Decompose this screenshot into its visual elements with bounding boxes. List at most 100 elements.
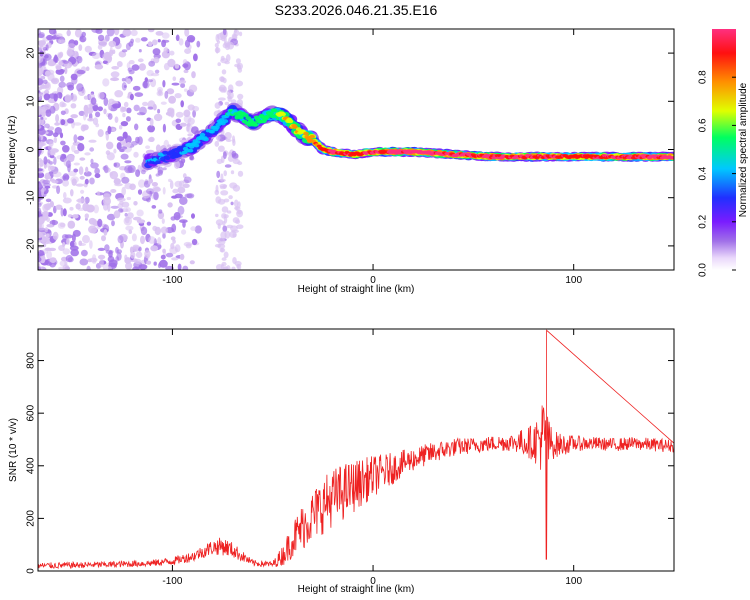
heatmap-noise-blob bbox=[218, 145, 225, 152]
heatmap-noise-blob bbox=[216, 170, 221, 179]
heatmap-noise-blob bbox=[73, 162, 81, 166]
heatmap-noise-blob bbox=[230, 170, 235, 175]
heatmap-noise-blob bbox=[48, 203, 52, 208]
heatmap-noise-blob bbox=[126, 142, 131, 148]
heatmap-noise-blob bbox=[134, 258, 142, 265]
heatmap-noise-blob bbox=[66, 48, 74, 57]
heatmap-noise-blob bbox=[103, 108, 107, 115]
heatmap-noise-blob bbox=[193, 53, 198, 62]
heatmap-noise-blob bbox=[60, 110, 66, 116]
heatmap-noise-blob bbox=[189, 156, 195, 161]
heatmap-noise-blob bbox=[115, 246, 119, 254]
heatmap-noise-blob bbox=[52, 171, 62, 178]
heatmap-noise-blob bbox=[76, 83, 84, 92]
heatmap-ridge-cell bbox=[238, 115, 244, 119]
heatmap-noise-blob bbox=[60, 207, 64, 217]
colorbar-ticks: 0.0 0.2 0.4 0.6 0.8 bbox=[698, 70, 736, 277]
y-tick-label: 200 bbox=[26, 510, 37, 527]
heatmap-noise-blob bbox=[237, 170, 244, 177]
heatmap-noise-blob bbox=[116, 136, 125, 142]
heatmap-noise-blob bbox=[38, 55, 44, 64]
heatmap-noise-blob bbox=[232, 138, 236, 147]
heatmap-noise-blob bbox=[78, 166, 84, 175]
heatmap-noise-blob bbox=[183, 109, 191, 118]
heatmap-noise-blob bbox=[108, 259, 118, 268]
heatmap-noise-blob bbox=[99, 258, 104, 268]
heatmap-noise-blob bbox=[55, 204, 63, 210]
heatmap-noise-blob bbox=[97, 92, 105, 100]
heatmap-noise-blob bbox=[41, 187, 45, 197]
y-tick-label: 400 bbox=[26, 457, 37, 474]
heatmap-noise-blob bbox=[114, 116, 119, 123]
heatmap-noise-blob bbox=[97, 34, 105, 42]
heatmap-noise-blob bbox=[113, 210, 121, 219]
heatmap-noise-blob bbox=[38, 157, 42, 162]
heatmap-noise-blob bbox=[97, 218, 103, 228]
heatmap-noise-blob bbox=[47, 159, 51, 164]
heatmap-noise-blob bbox=[147, 125, 156, 133]
heatmap-noise-blob bbox=[44, 175, 52, 180]
heatmap-noise-blob bbox=[84, 152, 91, 156]
heatmap-noise-blob bbox=[136, 209, 144, 217]
heatmap-noise-blob bbox=[218, 97, 226, 101]
heatmap-noise-blob bbox=[148, 29, 155, 33]
heatmap-noise-blob bbox=[124, 254, 128, 261]
heatmap-noise-blob bbox=[133, 151, 139, 158]
heatmap-noise-blob bbox=[124, 165, 133, 174]
heatmap-noise-blob bbox=[181, 229, 187, 235]
spectrogram-x-ticks: -100 0 100 bbox=[162, 29, 582, 286]
heatmap-noise-blob bbox=[45, 198, 52, 203]
heatmap-noise-blob bbox=[84, 196, 90, 204]
heatmap-noise-blob bbox=[125, 225, 134, 231]
heatmap-noise-blob bbox=[220, 248, 224, 253]
heatmap-noise-blob bbox=[113, 178, 122, 185]
heatmap-noise-blob bbox=[87, 117, 94, 122]
heatmap-noise-blob bbox=[122, 131, 128, 139]
heatmap-noise-blob bbox=[116, 61, 123, 68]
heatmap-noise-blob bbox=[126, 62, 131, 69]
heatmap-noise-blob bbox=[174, 93, 182, 99]
heatmap-noise-blob bbox=[73, 122, 82, 126]
heatmap-noise-blob bbox=[69, 245, 79, 251]
heatmap-noise-blob bbox=[151, 182, 158, 187]
heatmap-noise-blob bbox=[75, 183, 84, 187]
heatmap-noise-blob bbox=[180, 158, 186, 164]
heatmap-noise-blob bbox=[121, 49, 128, 53]
heatmap-noise-blob bbox=[44, 123, 50, 129]
heatmap-noise-blob bbox=[149, 118, 154, 127]
figure-title: S233.2026.046.21.35.E16 bbox=[275, 2, 438, 18]
heatmap-noise-blob bbox=[92, 117, 99, 125]
heatmap-noise-blob bbox=[85, 66, 90, 71]
heatmap-noise-blob bbox=[150, 245, 159, 252]
heatmap-noise-blob bbox=[62, 242, 66, 247]
snr-panel: -100 0 100 0 200 400 600 800 Height of straigh… bbox=[8, 328, 675, 595]
heatmap-noise-blob bbox=[173, 212, 181, 221]
colorbar-label: Normalized spectral amplitude bbox=[738, 82, 749, 217]
heatmap-noise-blob bbox=[63, 192, 67, 199]
heatmap-noise-blob bbox=[119, 124, 123, 130]
heatmap-noise-blob bbox=[38, 146, 42, 155]
heatmap-noise-blob bbox=[180, 100, 184, 108]
heatmap-noise-blob bbox=[152, 48, 161, 56]
heatmap-noise-blob bbox=[215, 184, 219, 193]
heatmap-noise-blob bbox=[105, 132, 110, 141]
heatmap-noise-blob bbox=[70, 93, 78, 102]
heatmap-ridge-cell bbox=[303, 131, 309, 136]
y-tick-label: -20 bbox=[26, 238, 37, 253]
heatmap-noise-blob bbox=[128, 69, 135, 75]
heatmap-ridge-cell bbox=[155, 160, 161, 165]
heatmap-noise-blob bbox=[187, 117, 195, 125]
heatmap-noise-blob bbox=[83, 112, 87, 121]
heatmap-noise-blob bbox=[142, 101, 149, 107]
heatmap-noise-blob bbox=[97, 44, 103, 50]
heatmap-noise-blob bbox=[134, 123, 139, 131]
heatmap-noise-blob bbox=[222, 225, 228, 232]
heatmap-noise-blob bbox=[73, 168, 79, 173]
heatmap-noise-blob bbox=[153, 113, 163, 122]
heatmap-noise-blob bbox=[59, 260, 67, 267]
heatmap-noise-blob bbox=[109, 171, 113, 176]
heatmap-noise-blob bbox=[169, 50, 175, 56]
heatmap-noise-blob bbox=[58, 266, 68, 270]
